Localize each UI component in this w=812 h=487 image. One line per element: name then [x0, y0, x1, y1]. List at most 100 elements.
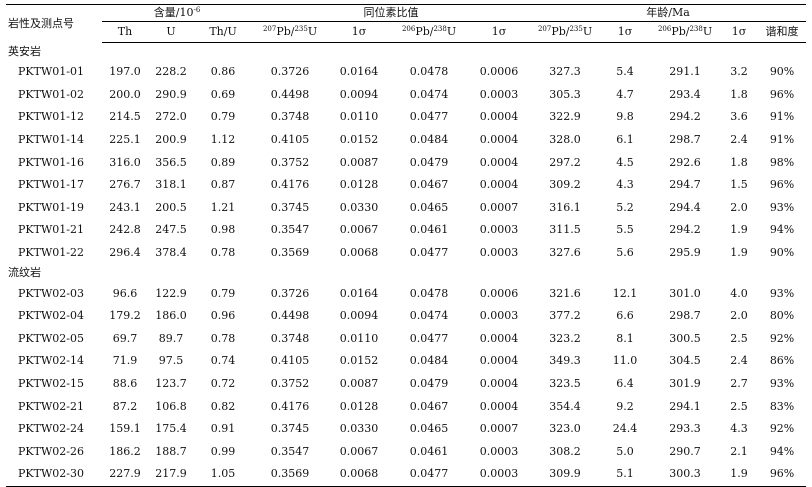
- ratio-207-235-sigma: 0.0152: [339, 133, 379, 147]
- sample-id: PKTW01-19: [18, 200, 84, 214]
- age-207-235-sigma: 9.8: [616, 110, 634, 124]
- section-title: 英安岩: [8, 45, 41, 58]
- ratio-207-235-sigma: 0.0094: [339, 87, 379, 101]
- u-value: 106.8: [155, 399, 187, 413]
- age-207-235-sigma: 6.4: [616, 377, 634, 391]
- thu-value: 0.91: [210, 422, 236, 436]
- u-value: 175.4: [155, 422, 187, 436]
- ratio-206-238-value: 0.0479: [409, 155, 449, 169]
- ratio-206-238-value: 0.0461: [409, 223, 449, 237]
- age-207-235-sigma: 11.0: [612, 354, 638, 368]
- thu-value: 0.78: [210, 246, 236, 260]
- age-206-238-value: 298.7: [669, 309, 701, 323]
- age-207-235-sigma: 5.2: [616, 200, 634, 214]
- age-206-238-sigma: 2.0: [730, 200, 748, 214]
- ratio-206-238-value: 0.0477: [390, 463, 469, 487]
- age-207-235-sigma: 6.6: [616, 309, 634, 323]
- u-value: 200.9: [155, 133, 187, 147]
- concordance-value: 86%: [769, 354, 795, 368]
- ratio-206-238-sigma: 0.0003: [479, 246, 519, 260]
- age-207-235-value: 349.3: [549, 354, 581, 368]
- u-value: 97.5: [158, 354, 184, 368]
- sample-id: PKTW02-04: [18, 309, 84, 323]
- ratio-206-238-sigma: 0.0004: [479, 377, 519, 391]
- ratio-206-238-value: 0.0461: [409, 444, 449, 458]
- table-row: PKTW01-12 214.5 272.0 0.79 0.3748 0.0110 0.047…: [6, 106, 806, 129]
- age-206-238-value: 293.3: [669, 422, 701, 436]
- th-value: 96.6: [112, 286, 138, 300]
- ratio-207-235-value: 0.3569: [252, 463, 329, 487]
- th-value: 200.0: [109, 87, 141, 101]
- th-value: 296.4: [109, 246, 141, 260]
- concordance-value: 96%: [769, 178, 795, 192]
- age-206-238-sigma: 2.7: [730, 377, 748, 391]
- age-206-238-value: 301.9: [669, 377, 701, 391]
- table-row: PKTW01-22 296.4 378.4 0.78 0.3569 0.0068 0.047…: [6, 242, 806, 265]
- th-value: 197.0: [109, 65, 141, 79]
- age-207-235-sigma: 5.4: [616, 65, 634, 79]
- age-206-238-value: 295.9: [669, 246, 701, 260]
- age-206-238-sigma: 1.5: [730, 178, 748, 192]
- zircon-data-table-container: 岩性及测点号 含量/10-6 同位素比值 年龄/Ma Th U Th/U 207…: [6, 4, 807, 487]
- age-207-235-sigma: 9.2: [616, 399, 634, 413]
- age-207-235-sigma: 6.1: [616, 133, 634, 147]
- age-207-235-sigma: 4.5: [616, 155, 634, 169]
- ratio-206-238-sigma: 0.0004: [479, 133, 519, 147]
- age-206-238-sigma: 1.9: [730, 246, 748, 260]
- age-207-235-value: 305.3: [549, 87, 581, 101]
- sample-id: PKTW01-21: [18, 223, 84, 237]
- concordance-value: 93%: [769, 200, 795, 214]
- age-207-235-value: 311.5: [549, 223, 581, 237]
- th-value: 242.8: [109, 223, 141, 237]
- table-body: 英安岩 PKTW01-01 197.0 228.2 0.86 0.3726 0.0164 0.…: [6, 43, 807, 487]
- table-row: PKTW01-21 242.8 247.5 0.98 0.3547 0.0067 0.046…: [6, 219, 806, 242]
- age-207-235-sigma: 24.4: [612, 422, 638, 436]
- ratio-206-238-sigma-header: 1σ: [468, 21, 531, 43]
- ratio-206-238-value: 0.0465: [409, 200, 449, 214]
- ratio-206-238-value: 0.0467: [409, 399, 449, 413]
- sample-id: PKTW02-21: [18, 399, 84, 413]
- ratio-206-238-sigma: 0.0003: [479, 444, 519, 458]
- age-207-235-value: 328.0: [549, 133, 581, 147]
- thu-value: 1.21: [210, 200, 236, 214]
- concordance-value: 94%: [769, 223, 795, 237]
- thu-value: 0.72: [210, 377, 236, 391]
- thu-value: 0.86: [210, 65, 236, 79]
- concordance-value: 90%: [769, 246, 795, 260]
- rock-sample-header: 岩性及测点号: [6, 4, 102, 43]
- zircon-u-pb-table: 岩性及测点号 含量/10-6 同位素比值 年龄/Ma Th U Th/U 207…: [6, 4, 807, 487]
- sample-id: PKTW02-26: [18, 444, 84, 458]
- ratio-207-235-sigma: 0.0330: [339, 200, 379, 214]
- table-row: PKTW02-04 179.2 186.0 0.96 0.4498 0.0094 0.047…: [6, 305, 806, 328]
- section-row: 流纹岩: [6, 264, 806, 282]
- sample-id: PKTW01-16: [18, 155, 84, 169]
- table-row: PKTW02-14 71.9 97.5 0.74 0.4105 0.0152 0.0484 0…: [6, 350, 806, 373]
- thu-value: 0.69: [210, 87, 236, 101]
- age-206-238-sigma: 2.4: [730, 354, 748, 368]
- age-207-235-value: 323.0: [549, 422, 581, 436]
- u-value: 272.0: [155, 110, 187, 124]
- age-206-238-sigma: 3.6: [730, 110, 748, 124]
- concordance-value: 94%: [769, 444, 795, 458]
- u-value: 318.1: [155, 178, 187, 192]
- age-206-238-value: 298.7: [669, 133, 701, 147]
- age-207-235-sigma: 8.1: [616, 331, 634, 345]
- age-207-235-value: 297.2: [549, 155, 581, 169]
- sample-id: PKTW01-02: [18, 87, 84, 101]
- concordance-value: 96%: [769, 87, 795, 101]
- ratio-207-235-value: 0.3748: [270, 331, 310, 345]
- age-207-235-sigma: 5.5: [616, 223, 634, 237]
- th-value: 87.2: [112, 399, 138, 413]
- age-207-235-value: 309.9: [530, 463, 601, 487]
- ratio-206-238-value: 0.0474: [409, 87, 449, 101]
- age-207-235-value: 321.6: [549, 286, 581, 300]
- ratio-207-235-value: 0.3745: [270, 200, 310, 214]
- table-row: PKTW02-30 227.9 217.9 1.05 0.3569 0.0068 0.047…: [6, 463, 807, 487]
- th-header: Th: [102, 21, 148, 43]
- sample-id: PKTW02-15: [18, 377, 84, 391]
- ratio-206-238-value: 0.0478: [409, 286, 449, 300]
- age-207-235-value: 354.4: [549, 399, 581, 413]
- age-206-238-value: 301.0: [669, 286, 701, 300]
- thu-value: 0.82: [210, 399, 236, 413]
- thu-value: 0.78: [210, 331, 236, 345]
